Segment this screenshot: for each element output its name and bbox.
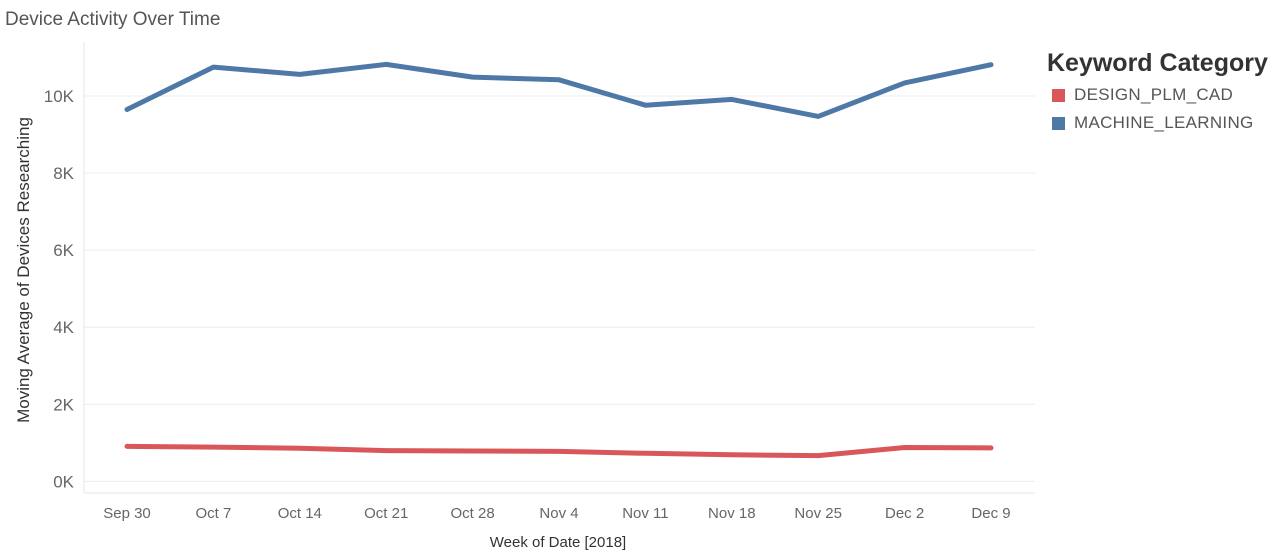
y-tick-label: 2K	[53, 395, 74, 414]
legend: Keyword Category DESIGN_PLM_CAD MACHINE_…	[1047, 49, 1268, 134]
x-tick-label: Dec 9	[971, 505, 1010, 522]
y-tick-label: 10K	[44, 87, 75, 106]
legend-label: DESIGN_PLM_CAD	[1074, 85, 1234, 104]
y-axis-label: Moving Average of Devices Researching	[14, 117, 33, 423]
y-tick-label: 0K	[53, 472, 74, 491]
x-tick-label: Nov 11	[622, 505, 668, 522]
legend-item-machine-learning[interactable]: MACHINE_LEARNING	[1047, 112, 1268, 134]
y-tick-label: 6K	[53, 241, 74, 260]
x-tick-label: Oct 21	[364, 505, 408, 522]
y-tick-label: 4K	[53, 318, 74, 337]
chart-title: Device Activity Over Time	[5, 9, 221, 30]
chart-plot: 0K 2K 4K 6K 8K 10K Sep 30 Oct 7 Oct 14 Oct 21 Oct …	[14, 42, 1035, 551]
legend-swatch-design-plm-cad	[1052, 88, 1065, 102]
x-axis-label: Week of Date [2018]	[490, 534, 626, 551]
legend-title: Keyword Category	[1047, 49, 1268, 77]
x-tick-label: Oct 14	[278, 505, 322, 522]
series	[124, 61, 994, 459]
x-tick-label: Nov 4	[539, 505, 578, 522]
x-tick-label: Oct 28	[451, 505, 495, 522]
legend-label: MACHINE_LEARNING	[1074, 113, 1254, 132]
x-tick-label: Nov 25	[794, 505, 842, 522]
axes: 0K 2K 4K 6K 8K 10K Sep 30 Oct 7 Oct 14 Oct 21 Oct …	[44, 42, 1035, 522]
x-tick-label: Sep 30	[103, 505, 151, 522]
gridlines	[84, 95, 1035, 482]
y-tick-label: 8K	[53, 164, 74, 183]
series-line-design-plm-cad[interactable]	[124, 443, 994, 459]
x-tick-label: Oct 7	[195, 505, 231, 522]
legend-item-design-plm-cad[interactable]: DESIGN_PLM_CAD	[1047, 84, 1268, 106]
x-tick-label: Dec 2	[885, 505, 924, 522]
series-line-machine-learning[interactable]	[124, 61, 994, 119]
legend-swatch-machine-learning	[1052, 116, 1065, 130]
x-tick-label: Nov 18	[708, 505, 756, 522]
